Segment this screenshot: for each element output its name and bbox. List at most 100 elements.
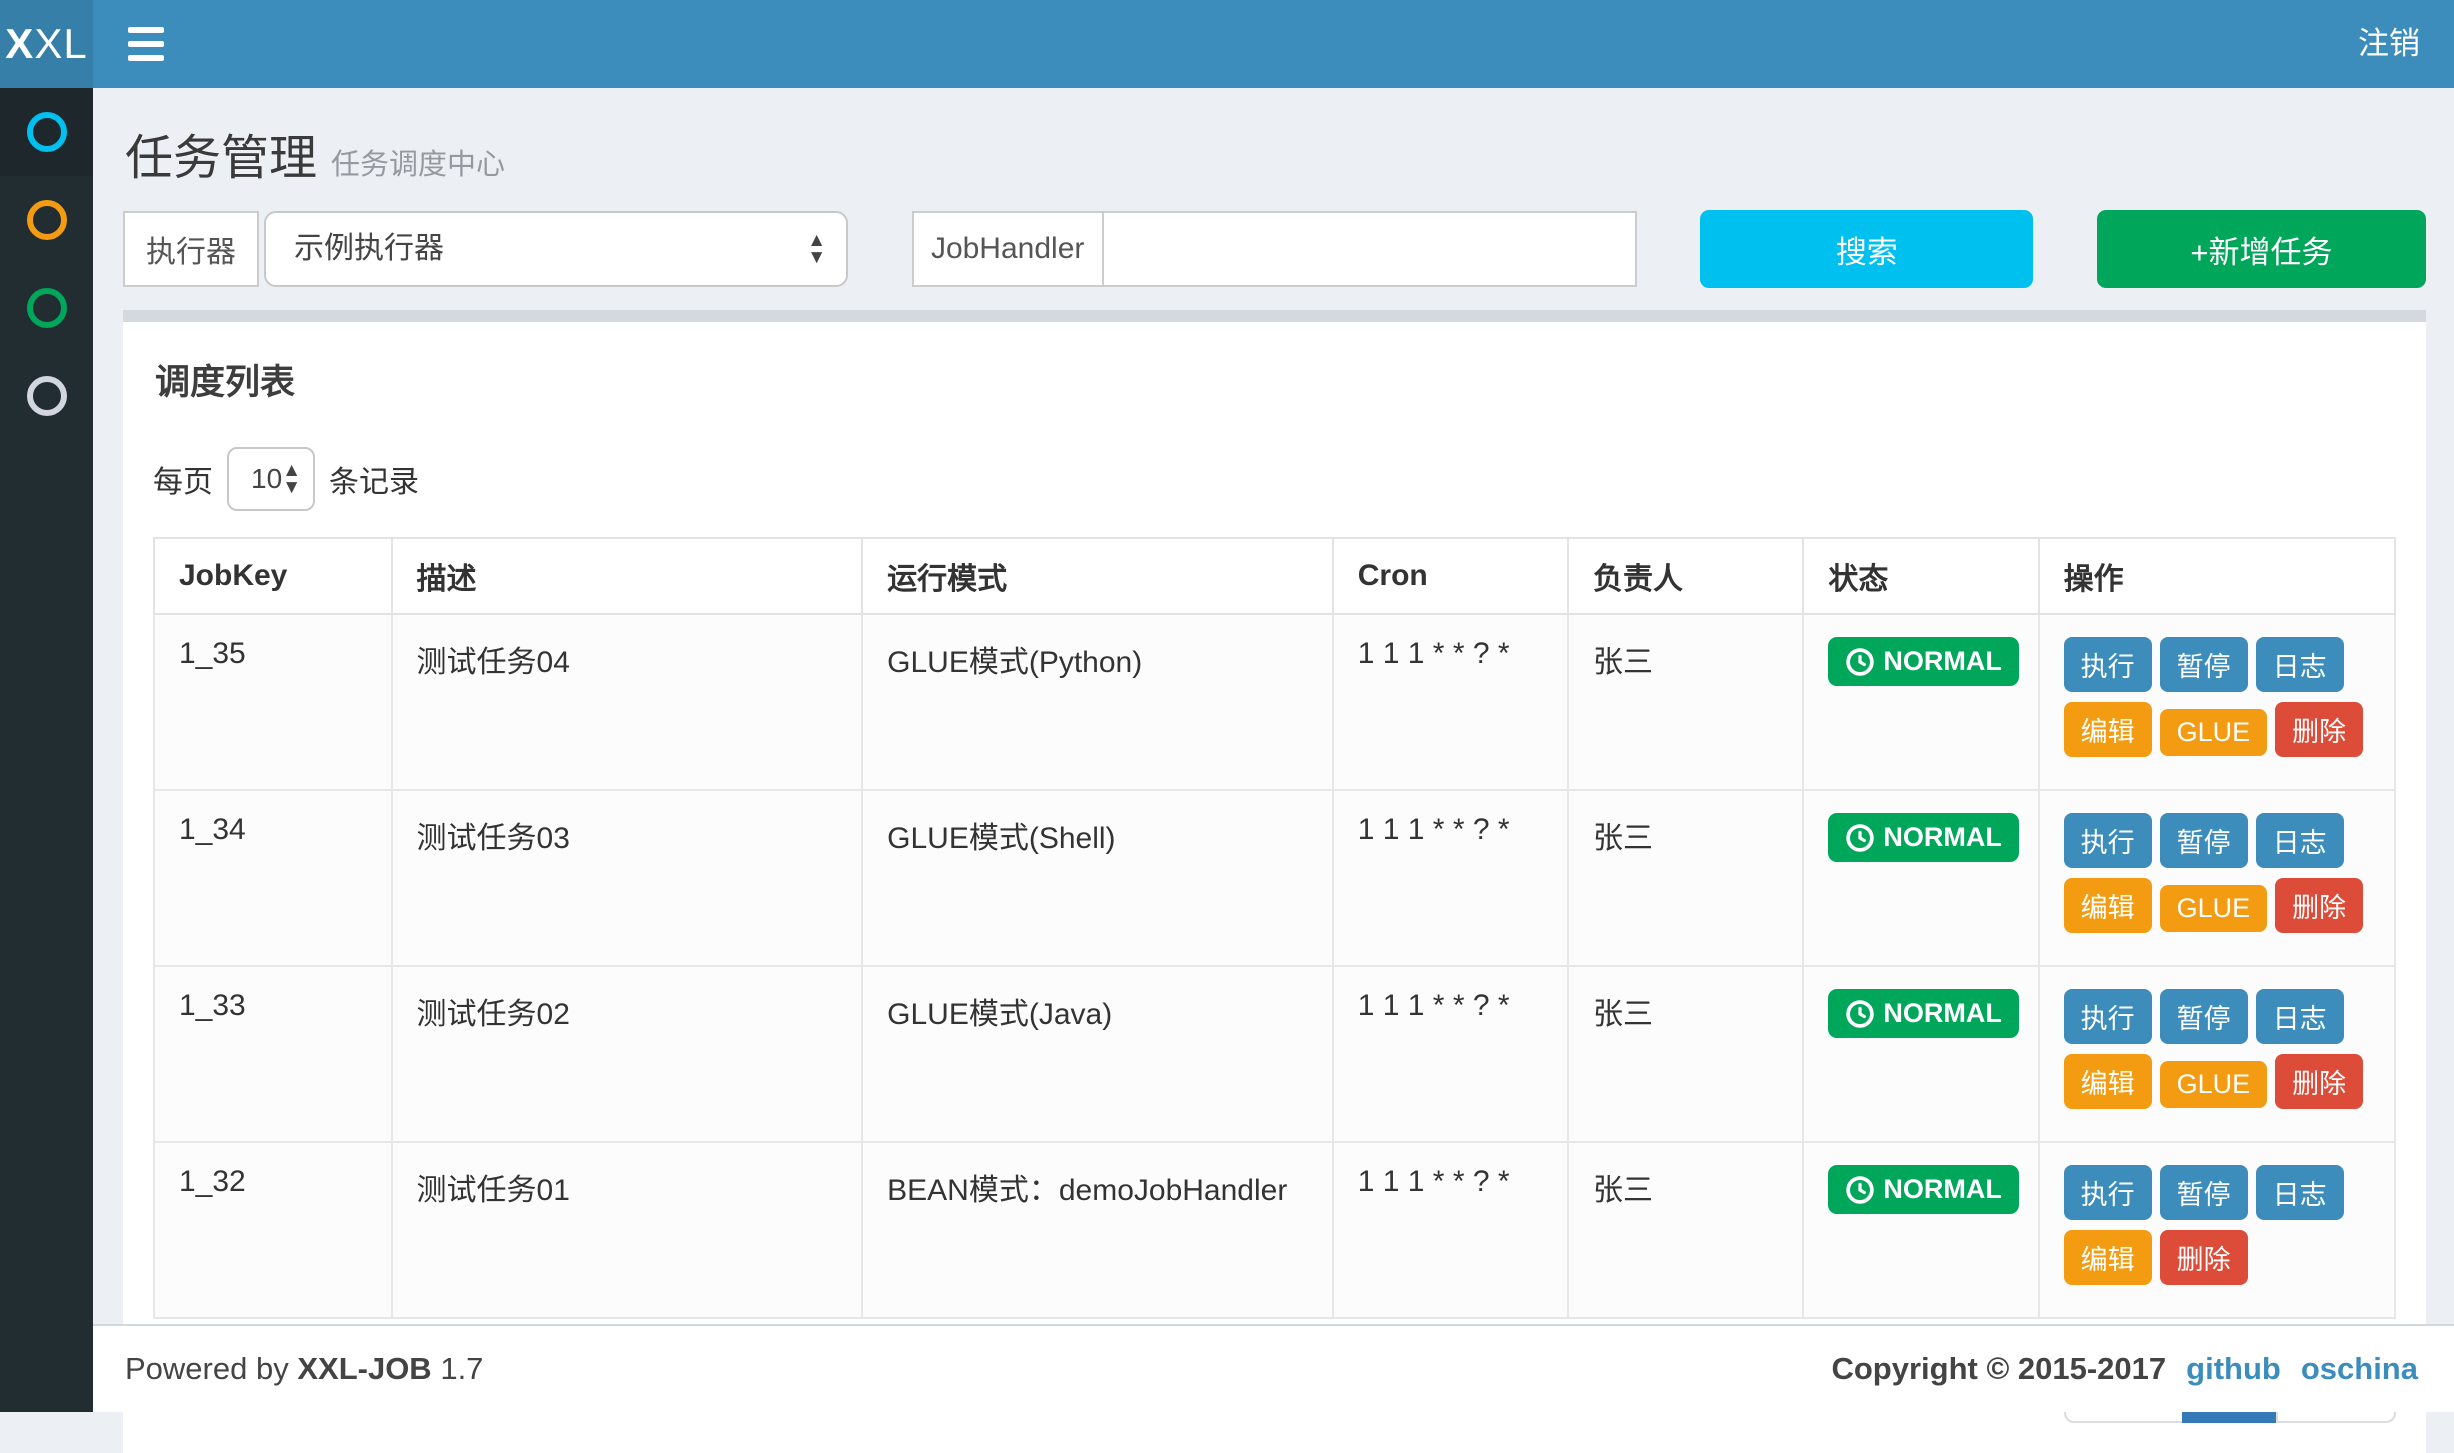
cell-status: NORMAL [1803, 614, 2038, 790]
sidebar-menu [0, 88, 93, 1412]
cell-status: NORMAL [1803, 1142, 2038, 1318]
action-button-log[interactable]: 日志 [2256, 813, 2344, 868]
cell-actions: 执行暂停日志编辑删除 [2039, 1142, 2395, 1318]
column-header-0: JobKey [154, 538, 392, 614]
jobhandler-label: JobHandler [912, 211, 1104, 287]
action-button-edit[interactable]: 编辑 [2064, 702, 2152, 757]
executor-filter-group: 执行器 示例执行器 ▲▼ [123, 211, 848, 287]
sidebar-item-help[interactable] [0, 352, 93, 440]
column-header-1: 描述 [392, 538, 863, 614]
executor-select[interactable]: 示例执行器 ▲▼ [264, 211, 848, 287]
hamburger-menu-icon[interactable] [128, 27, 166, 61]
search-button[interactable]: 搜索 [1700, 210, 2033, 288]
action-button-pause[interactable]: 暂停 [2160, 637, 2248, 692]
action-button-run[interactable]: 执行 [2064, 637, 2152, 692]
logout-button[interactable]: 注销 [2358, 0, 2420, 88]
cell-status: NORMAL [1803, 790, 2038, 966]
jobhandler-input[interactable] [1102, 211, 1637, 287]
action-button-run[interactable]: 执行 [2064, 989, 2152, 1044]
cell-owner: 张三 [1568, 614, 1803, 790]
cell-cron: 1 1 1 * * ? * [1333, 1142, 1568, 1318]
cell-owner: 张三 [1568, 1142, 1803, 1318]
cell-run-mode: GLUE模式(Java) [862, 966, 1333, 1142]
sidebar-item-job-manage[interactable] [0, 88, 93, 176]
clock-icon [1845, 999, 1875, 1029]
executor-label: 执行器 [123, 211, 259, 287]
executor-select-value: 示例执行器 [294, 232, 444, 265]
job-log-circle-icon [27, 200, 67, 240]
cell-cron: 1 1 1 * * ? * [1333, 614, 1568, 790]
page-title: 任务管理 [125, 132, 317, 185]
clock-icon [1845, 647, 1875, 677]
product-name: XXL-JOB [297, 1351, 431, 1386]
add-job-button[interactable]: +新增任务 [2097, 210, 2426, 288]
oschina-link[interactable]: oschina [2301, 1351, 2418, 1387]
action-button-run[interactable]: 执行 [2064, 813, 2152, 868]
cell-run-mode: GLUE模式(Shell) [862, 790, 1333, 966]
action-button-delete[interactable]: 删除 [2275, 1054, 2363, 1109]
help-circle-icon [27, 376, 67, 416]
cell-description: 测试任务04 [392, 614, 863, 790]
cell-jobkey: 1_32 [154, 1142, 392, 1318]
column-header-6: 操作 [2039, 538, 2395, 614]
jobhandler-filter-group: JobHandler [912, 211, 1637, 287]
action-button-log[interactable]: 日志 [2256, 1165, 2344, 1220]
page-size-value: 10 [251, 463, 282, 494]
content-header: 任务管理任务调度中心 [93, 88, 2454, 188]
action-button-pause[interactable]: 暂停 [2160, 989, 2248, 1044]
action-button-log[interactable]: 日志 [2256, 989, 2344, 1044]
cell-jobkey: 1_33 [154, 966, 392, 1142]
action-button-delete[interactable]: 删除 [2160, 1230, 2248, 1285]
select-arrows-icon: ▲▼ [282, 462, 301, 496]
panel-title: 调度列表 [155, 354, 2396, 405]
action-button-log[interactable]: 日志 [2256, 637, 2344, 692]
action-button-edit[interactable]: 编辑 [2064, 1230, 2152, 1285]
cell-description: 测试任务01 [392, 1142, 863, 1318]
select-arrows-icon: ▲▼ [807, 232, 826, 266]
page-size-prefix: 每页 [153, 457, 213, 501]
action-button-edit[interactable]: 编辑 [2064, 1054, 2152, 1109]
action-button-glue[interactable]: GLUE [2160, 885, 2268, 932]
cell-status: NORMAL [1803, 966, 2038, 1142]
content-wrapper: 任务管理任务调度中心 执行器 示例执行器 ▲▼ JobHandler 搜索 +新… [93, 88, 2454, 1324]
action-button-pause[interactable]: 暂停 [2160, 1165, 2248, 1220]
cell-cron: 1 1 1 * * ? * [1333, 966, 1568, 1142]
filter-bar: 执行器 示例执行器 ▲▼ JobHandler 搜索 +新增任务 [123, 210, 2426, 288]
action-button-delete[interactable]: 删除 [2275, 702, 2363, 757]
sidebar-item-job-log[interactable] [0, 176, 93, 264]
column-header-4: 负责人 [1568, 538, 1803, 614]
sidebar-item-executor-manage[interactable] [0, 264, 93, 352]
github-link[interactable]: github [2186, 1351, 2281, 1387]
column-header-3: Cron [1333, 538, 1568, 614]
page-size-select[interactable]: 10 ▲▼ [227, 447, 315, 511]
clock-icon [1845, 823, 1875, 853]
cell-description: 测试任务02 [392, 966, 863, 1142]
action-button-glue[interactable]: GLUE [2160, 709, 2268, 756]
executor-manage-circle-icon [27, 288, 67, 328]
cell-jobkey: 1_35 [154, 614, 392, 790]
action-button-glue[interactable]: GLUE [2160, 1061, 2268, 1108]
powered-by-text: Powered by XXL-JOB 1.7 [125, 1351, 483, 1387]
action-button-run[interactable]: 执行 [2064, 1165, 2152, 1220]
cell-run-mode: GLUE模式(Python) [862, 614, 1333, 790]
status-badge: NORMAL [1828, 637, 2018, 686]
action-button-pause[interactable]: 暂停 [2160, 813, 2248, 868]
copyright-text: Copyright © 2015-2017 [1831, 1351, 2166, 1387]
action-button-delete[interactable]: 删除 [2275, 878, 2363, 933]
action-button-edit[interactable]: 编辑 [2064, 878, 2152, 933]
column-header-2: 运行模式 [862, 538, 1333, 614]
clock-icon [1845, 1175, 1875, 1205]
page-size-control: 每页 10 ▲▼ 条记录 [153, 447, 2396, 511]
